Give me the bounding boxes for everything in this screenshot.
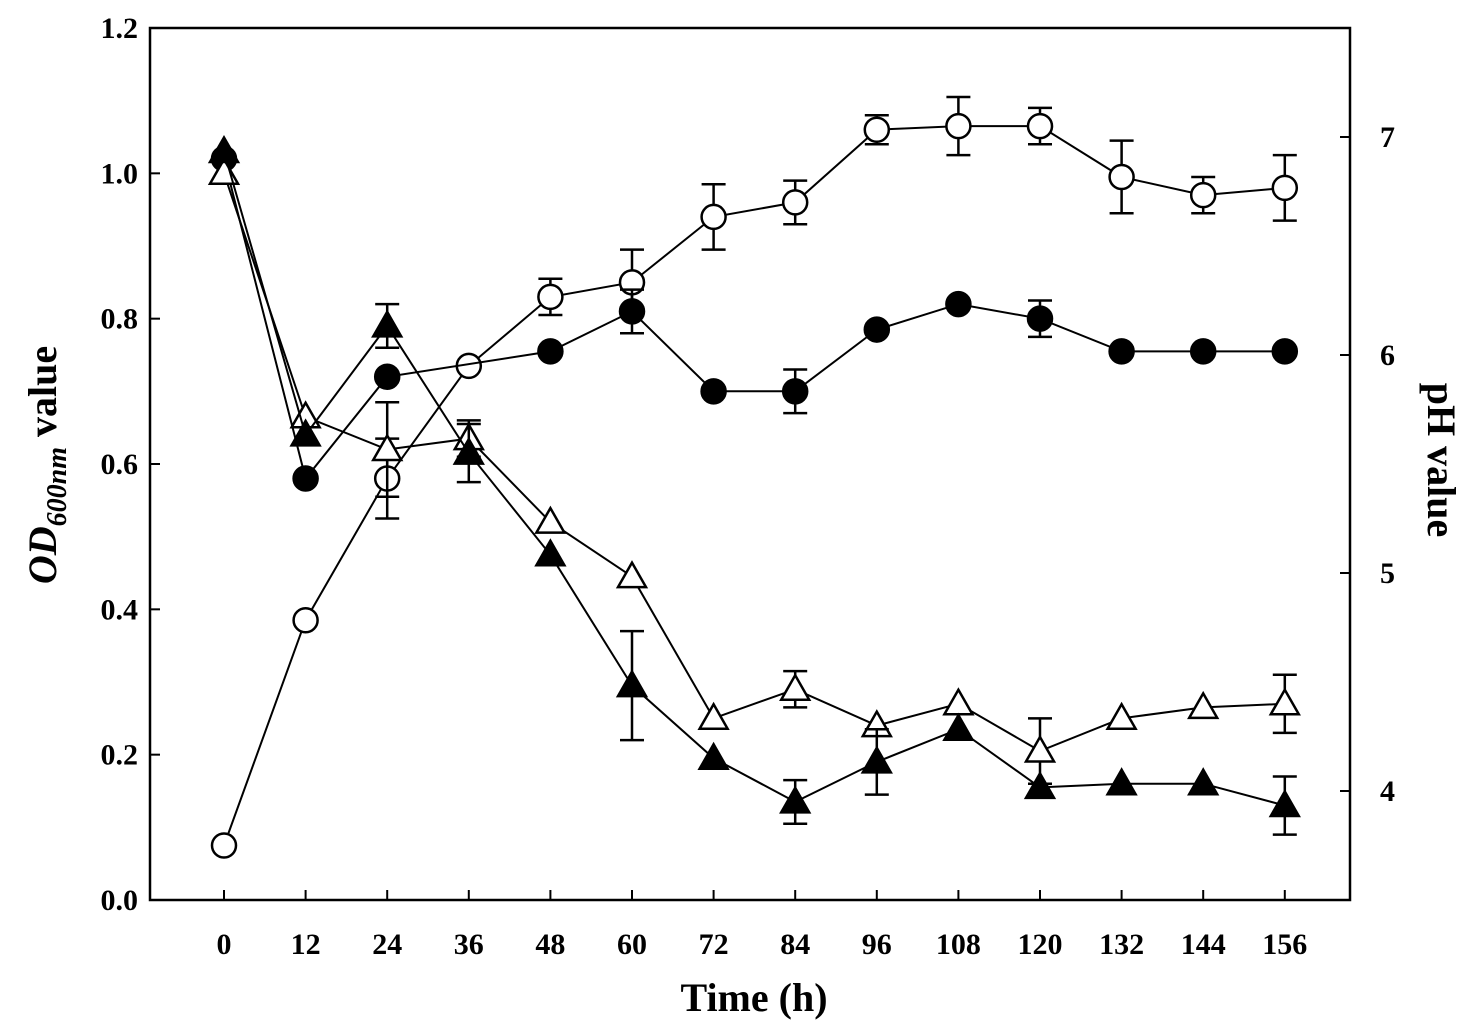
x-tick-label: 132 (1099, 928, 1144, 961)
data-point (1268, 687, 1301, 716)
data-point (289, 418, 322, 447)
data-point (371, 432, 404, 462)
data-point (1026, 305, 1054, 332)
data-point (1026, 112, 1054, 140)
data-point (1187, 690, 1220, 720)
x-axis-title: Time (h) (680, 975, 827, 1020)
data-point (210, 832, 238, 859)
y-axis-title-suffix: value (20, 346, 65, 447)
data-point (615, 669, 649, 698)
y2-tick-label: 7 (1380, 121, 1395, 154)
data-point (1189, 338, 1217, 365)
data-point (1108, 338, 1135, 365)
series-4 (207, 134, 1301, 836)
data-point (373, 363, 401, 391)
data-point (537, 338, 564, 365)
data-point (863, 316, 891, 343)
series-4-line (223, 151, 1286, 807)
data-point (863, 116, 891, 143)
y-tick-label: 0.6 (101, 448, 139, 481)
data-point (700, 203, 727, 231)
y-tick-label: 0.2 (101, 739, 139, 772)
x-tick-label: 36 (454, 928, 484, 961)
series-layer (207, 95, 1301, 859)
x-tick-label: 72 (699, 928, 729, 961)
y-axis-title: OD600nm value (20, 346, 73, 584)
data-point (1187, 767, 1220, 796)
x-tick-label: 96 (862, 928, 892, 961)
data-point (452, 436, 485, 465)
data-point (1105, 701, 1138, 731)
x-tick-label: 48 (535, 928, 565, 961)
data-point (942, 712, 975, 741)
y2-tick-label: 4 (1380, 775, 1395, 808)
x-tick-label: 120 (1018, 928, 1063, 961)
y-tick-label: 0.8 (101, 303, 139, 336)
y2-tick-label: 6 (1380, 339, 1395, 372)
data-point (534, 505, 567, 534)
y-axis-title-main: OD (20, 526, 65, 584)
data-point (942, 687, 975, 716)
series-2 (210, 145, 1299, 492)
data-point (781, 378, 809, 405)
data-point (697, 701, 730, 731)
data-point (1023, 770, 1057, 800)
data-point (537, 283, 564, 311)
data-point (534, 538, 567, 567)
data-point (781, 189, 809, 216)
y2-tick-label: 5 (1380, 557, 1395, 590)
data-point (615, 560, 649, 589)
y2-axis-title: pH value (1419, 383, 1464, 537)
data-point (1189, 181, 1217, 209)
data-point (207, 134, 241, 164)
x-tick-label: 60 (617, 928, 647, 961)
axes-layer: 0.0 0.2 0.4 0.6 0.8 1.0 1.2 4 5 6 7 0 12 24 36 48 60 72 84… (101, 12, 1396, 961)
x-tick-label: 144 (1181, 928, 1226, 961)
data-point (697, 741, 730, 771)
series-3-line (223, 172, 1285, 753)
data-point (1108, 163, 1135, 191)
y-axis-title-subscript: 600nm (42, 447, 73, 526)
data-point (945, 290, 972, 318)
data-point (1271, 338, 1299, 365)
series-3 (207, 156, 1301, 785)
data-point (1105, 767, 1138, 796)
y-tick-label: 1.2 (101, 12, 139, 45)
data-point (779, 785, 812, 814)
data-point (1023, 734, 1057, 763)
data-point (371, 309, 404, 338)
data-point (860, 745, 893, 774)
y-tick-label: 1.0 (101, 157, 139, 190)
data-point (618, 298, 646, 325)
x-tick-label: 24 (372, 928, 402, 961)
plot-area (148, 26, 1352, 902)
x-tick-label: 0 (217, 928, 232, 961)
plot-frame (148, 26, 1352, 902)
data-point (292, 606, 319, 634)
y-tick-label: 0.4 (101, 593, 139, 626)
series-1 (210, 95, 1299, 859)
x-tick-label: 156 (1262, 928, 1307, 961)
data-point (1271, 174, 1299, 202)
data-point (292, 465, 319, 492)
data-point (1268, 788, 1301, 818)
x-tick-label: 12 (291, 928, 321, 961)
data-point (945, 112, 972, 140)
data-point (700, 378, 727, 405)
y-tick-label: 0.0 (101, 884, 139, 917)
x-tick-label: 108 (936, 928, 981, 961)
data-point (779, 672, 812, 702)
x-tick-label: 84 (780, 928, 810, 961)
